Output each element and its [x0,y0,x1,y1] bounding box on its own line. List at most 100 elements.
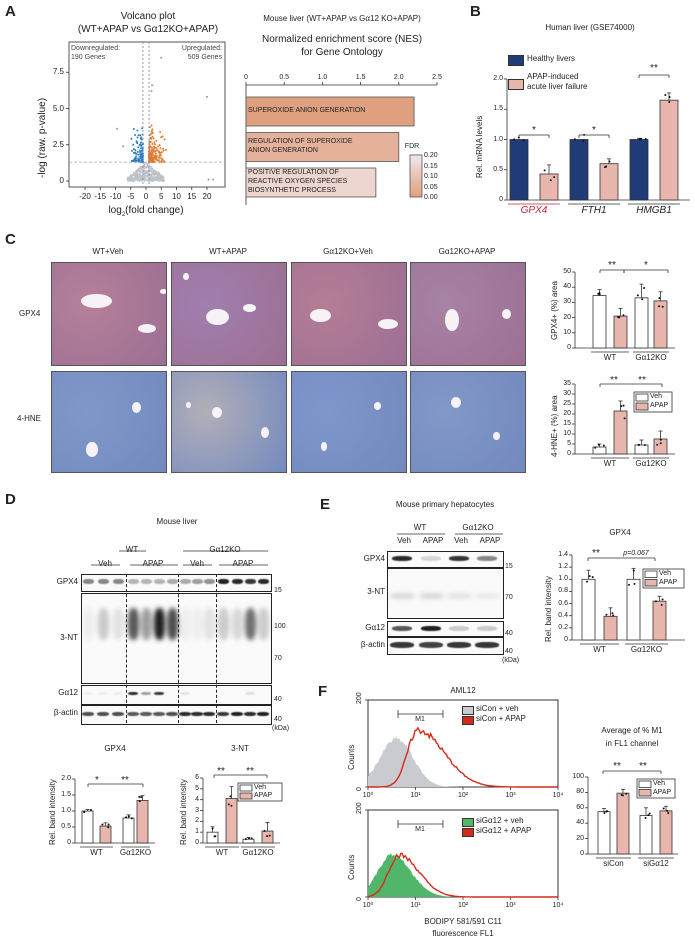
blot-d-wt-veh: Veh [98,559,112,568]
c-gpx4-ytick-label: 10 [563,328,571,336]
volcano-point-down [135,152,138,155]
c-gpx4-ytick-label: 20 [563,313,571,321]
e-gpx4-ytick-label: 0.2 [558,623,568,631]
f-m1-ytick-label: 60 [576,803,584,811]
c-gpx4-data-point [636,294,639,297]
nes-bar-label: REGULATION OF SUPEROXIDE [248,138,353,145]
volcano-point-up [163,138,166,141]
c-hne-data-point [602,444,605,447]
volcano-point-ns [149,174,152,177]
volcano-point-up [153,147,156,150]
volcano-point-down [137,157,140,160]
d-band [154,692,164,695]
d-gpx4-ytick-label: 0.5 [61,823,71,830]
vessel-lumen [260,427,269,438]
c-hne-ytick-label: 0 [567,450,571,457]
volcano-xlabel: log2(fold change) [108,205,184,219]
b-bar [509,139,529,201]
volcano-xtick-label: 15 [187,192,197,201]
d-3nt-legend-swatch [239,792,253,800]
volcano-point-up [157,159,160,162]
c-gpx4-ytick-label: 0 [567,344,571,351]
vessel-lumen [374,402,381,410]
volcano-point-ns [151,167,154,170]
d-gpx4-bar [122,817,135,844]
volcano-point-down [134,158,137,161]
fdr-tick-label: 0.10 [424,173,438,180]
e-gpx4-ytick-label: 0.6 [558,599,568,607]
e-gpx4-group-label: Gα12KO [630,645,663,654]
f-m1-bar [616,792,630,855]
hist-sicon-ytick-label: 200 [356,692,363,704]
volcano-point-ns [143,179,146,182]
e-kda-label: (kDa) [502,657,520,664]
e-marker-70: 70 [505,594,513,601]
sig-d-3nt-1: ** [217,766,225,777]
d-band [231,608,243,640]
d-band [97,712,109,716]
b-data-point [638,138,641,141]
volcano-xtick-label: -5 [127,192,135,201]
volcano-point-down [135,140,138,143]
d-3nt-bar [261,830,274,844]
b-data-point [543,169,546,172]
d-gpx4-title: GPX4 [104,744,126,753]
f-m1-bar [639,815,653,855]
hist-siga12-xtick-label: 10¹ [410,902,421,909]
nes-xtick-label: 1.0 [317,74,328,81]
d-gpx4-ytick-label: 2.0 [61,775,71,782]
sig-d-gpx4-1: * [95,775,99,786]
blot-e-lane-3: Veh [454,536,468,545]
b-ytick-label: 1.0 [493,135,503,143]
row-label-4hne: 4-HNE [17,414,42,423]
d-gpx4-data-point [138,800,141,803]
d-gpx4-bar [99,825,112,844]
sig-c-gpx4-2: * [644,260,648,271]
d-band [179,579,191,584]
hist-siga12-xtick-label: 10² [457,902,469,909]
volcano-point-up [162,147,165,150]
hist-sicon-xtick-label: 10² [457,792,469,799]
volcano-point-ns [135,170,138,173]
d-band [203,608,215,640]
volcano-point-ns [145,175,148,178]
d-band [82,579,94,584]
f-m1-bar [659,810,673,855]
d-gpx4-bar [81,810,94,844]
d-gpx4-ytick-label: 1.5 [61,791,71,798]
d-3nt-ylabel: Rel. band intensity [179,779,188,845]
volcano-point-up [154,152,157,155]
hist-sicon-ytick-label: 0 [356,787,363,791]
volcano-xtick-label: 0 [143,192,149,201]
gpx4-area-ylabel: GPX4+ (%) area [550,281,559,340]
hist-siga12-siga12-veh [368,853,558,897]
hist-xlabel-line2: fluorescence FL1 [432,929,494,938]
column-header-wt-apap: WT+APAP [209,247,247,256]
volcano-point-up [160,157,163,160]
e-gpx4-data-point [632,569,635,572]
volcano-point-ns [141,175,144,178]
upregulated-label: Upregulated: [181,45,222,52]
volcano-point-down [141,160,144,163]
d-3nt-bar [206,831,219,844]
e-marker-40a: 40 [505,630,513,637]
marker-40a: 40 [274,696,282,703]
c-hne-group-label: WT [603,459,617,468]
volcano-point-down [132,143,135,146]
volcano-point-ns [142,168,145,171]
volcano-point-down [132,127,135,130]
f-m1-data-point [625,792,628,795]
volcano-point-down [137,159,140,162]
f-chart-title-line1: Average of % M1 [601,726,663,735]
volcano-point-up [158,143,161,146]
d-3nt-data-point [263,830,266,833]
volcano-point-up [152,158,155,161]
e-gpx4-data-point [654,600,657,603]
volcano-point-ns [135,172,138,175]
b-bar [569,139,589,201]
volcano-point-ns [142,177,145,180]
volcano-point-down [135,159,138,162]
volcano-point-ns [138,175,141,178]
legend-apap-line1: APAP-induced [527,72,579,81]
e-band [475,642,499,648]
